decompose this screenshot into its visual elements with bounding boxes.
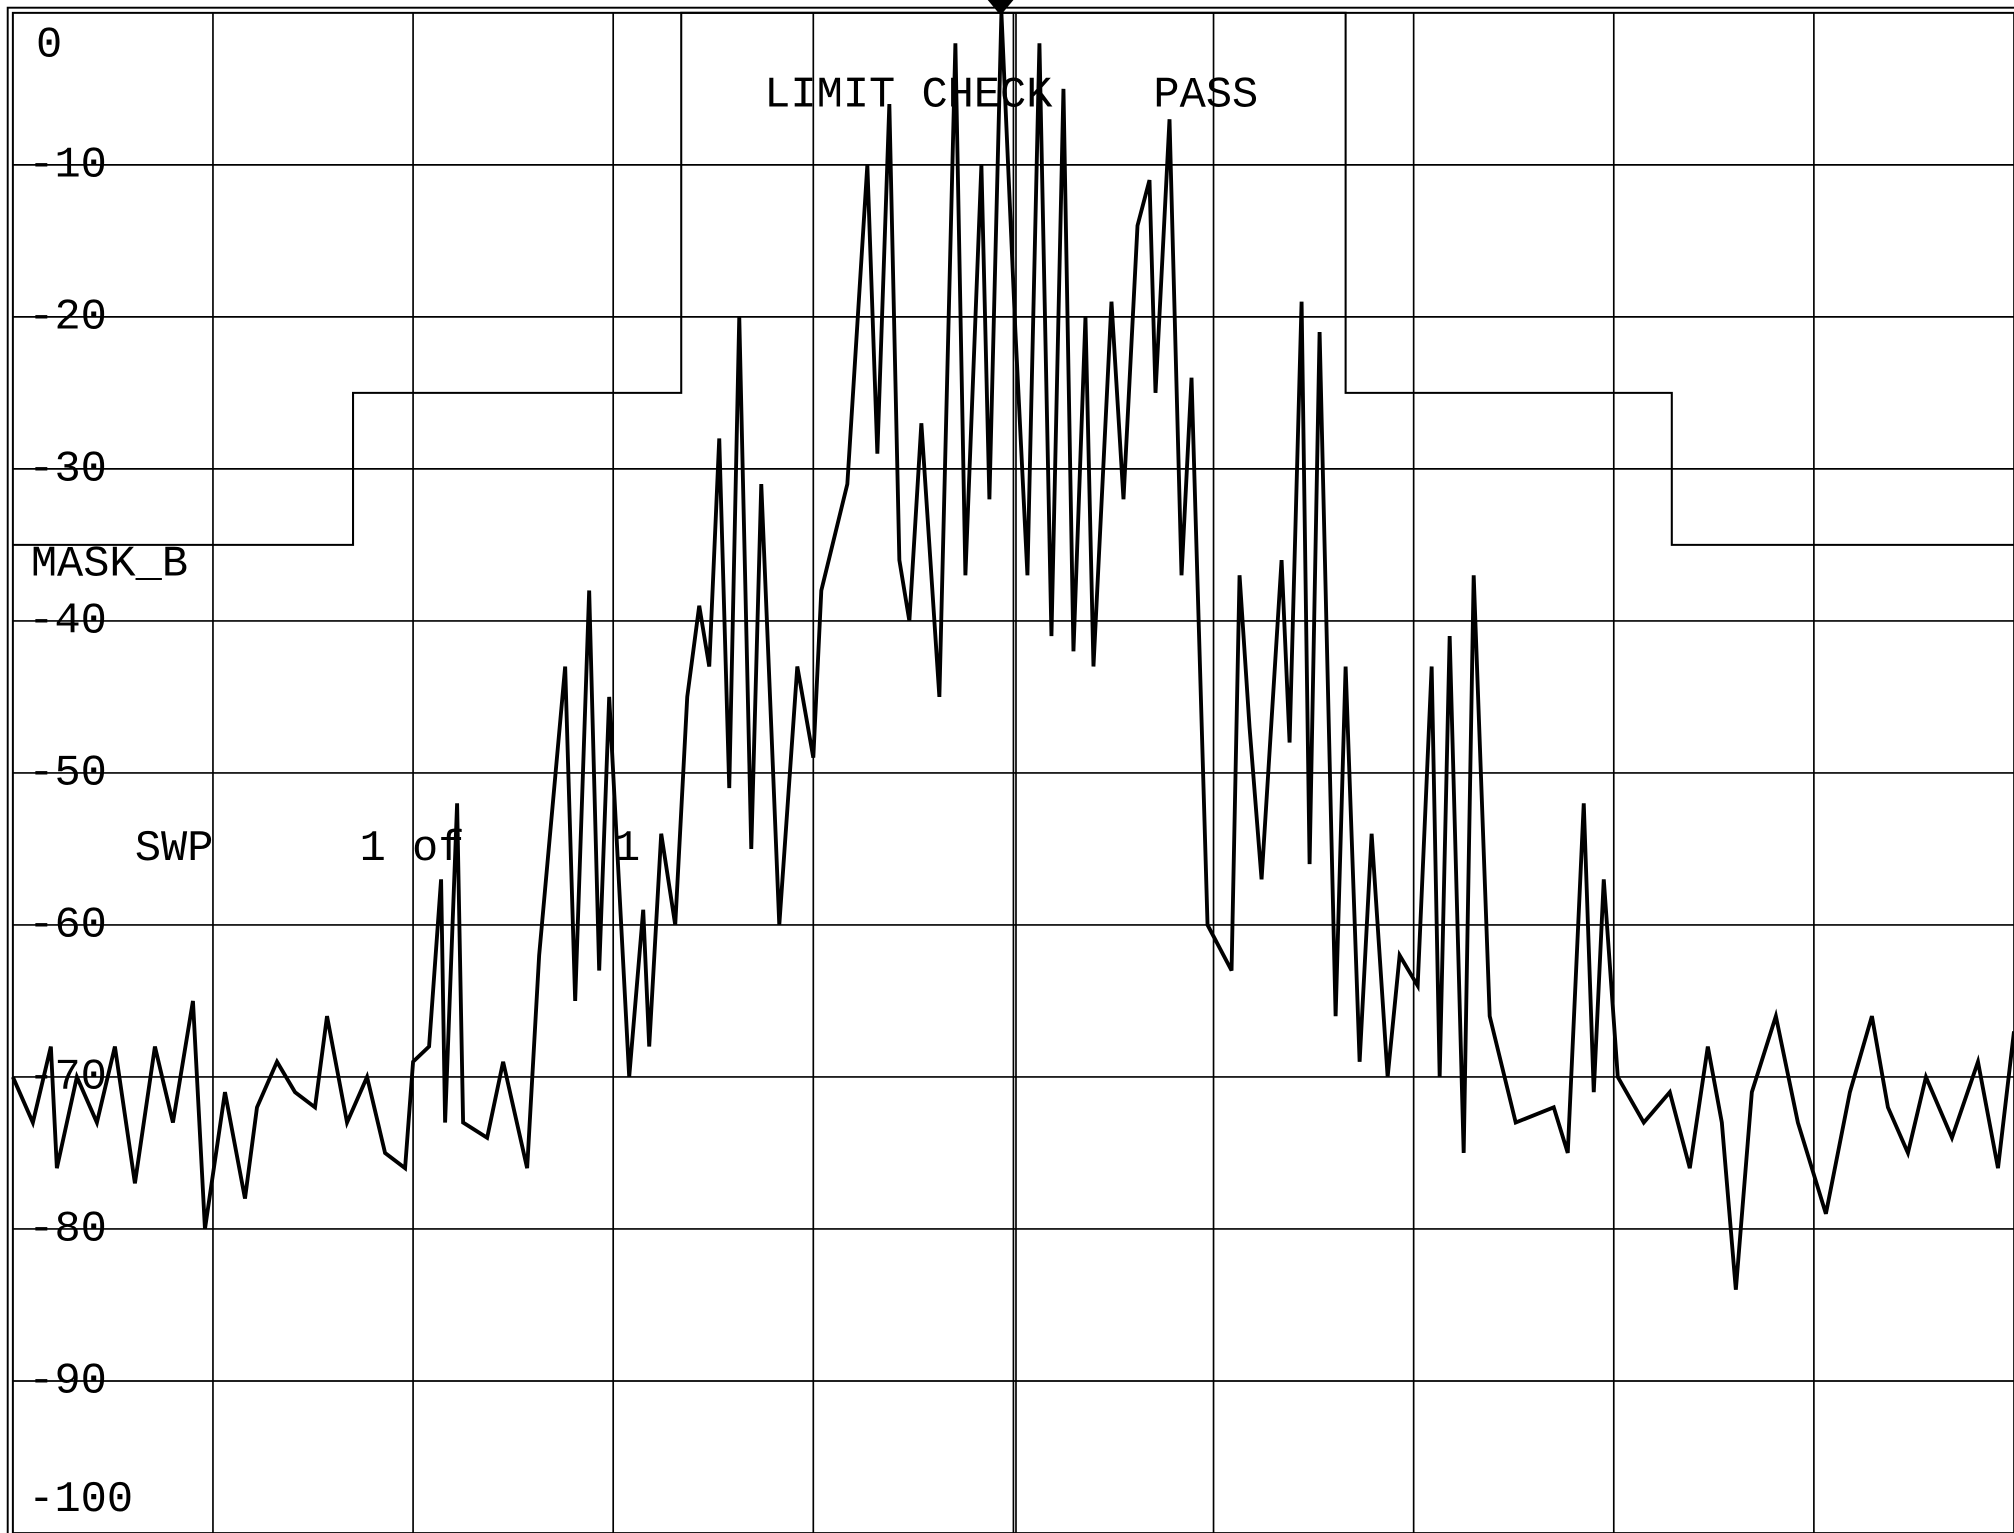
y-tick-label: -40 — [28, 597, 107, 646]
trace — [11, 12, 2014, 1290]
marker — [987, 0, 1014, 16]
y-tick-label: -100 — [28, 1476, 133, 1525]
y-tick-label: 0 — [36, 21, 62, 70]
y-tick-label: -80 — [28, 1206, 107, 1255]
y-tick-label: -60 — [28, 901, 107, 950]
annotation: SWP — [135, 825, 214, 874]
y-tick-label: -30 — [28, 445, 107, 494]
y-tick-label: -90 — [28, 1358, 107, 1407]
y-tick-label: -50 — [28, 749, 107, 798]
y-tick-label: -10 — [28, 141, 107, 190]
traces — [11, 11, 2014, 1290]
limit-mask — [12, 11, 2014, 546]
annotation: LIMIT CHECK — [764, 72, 1053, 121]
legend-label: MASK_B — [31, 541, 188, 590]
annotation: PASS — [1153, 72, 1258, 121]
y-tick-label: -20 — [28, 293, 107, 342]
annotation: 1 of — [360, 825, 465, 874]
outer-frame — [6, 6, 2014, 1533]
